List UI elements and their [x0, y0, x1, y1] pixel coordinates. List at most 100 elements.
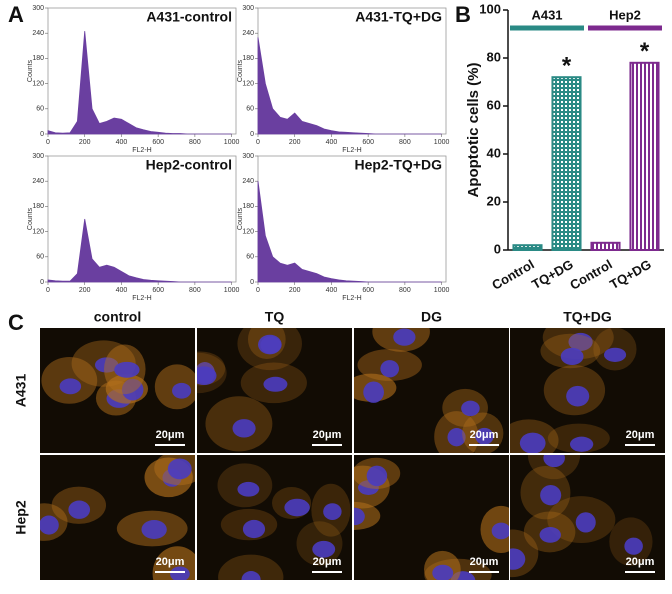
- x-tick-label: 800: [399, 139, 411, 146]
- y-tick-label: 120: [242, 228, 254, 235]
- x-axis-label: FL2-H: [342, 295, 361, 302]
- y-tick-label: 300: [242, 5, 254, 12]
- x-tick-label: 600: [152, 139, 164, 146]
- nucleus: [94, 357, 119, 373]
- x-tick-label: TQ+DG: [607, 257, 654, 293]
- x-tick-label: 200: [79, 287, 91, 294]
- nucleus: [40, 515, 59, 535]
- x-axis-label: FL2-H: [132, 295, 151, 302]
- scale-label: 20μm: [626, 429, 655, 441]
- y-axis-label: Counts: [27, 59, 34, 82]
- column-label: DG: [421, 309, 442, 325]
- scale-label: 20μm: [156, 556, 185, 568]
- nucleus: [447, 428, 466, 447]
- x-tick-label: 0: [46, 139, 50, 146]
- nucleus: [170, 566, 190, 580]
- y-tick-label: 180: [242, 203, 254, 210]
- cell-body: [218, 554, 284, 580]
- micrograph: [354, 328, 509, 453]
- y-tick-label: 0: [250, 279, 254, 286]
- x-tick-label: 600: [152, 287, 164, 294]
- y-tick-label: 60: [487, 97, 501, 112]
- histogram-title: A431-control: [146, 9, 232, 25]
- bar: [629, 61, 660, 251]
- y-tick-label: 240: [242, 30, 254, 37]
- y-tick-label: 0: [40, 131, 44, 138]
- nucleus: [566, 385, 590, 407]
- nucleus: [539, 526, 561, 543]
- histogram-area: [257, 181, 442, 283]
- nucleus: [540, 485, 562, 506]
- y-tick-label: 60: [36, 254, 44, 261]
- x-tick-label: 0: [256, 287, 260, 294]
- y-tick-label: 0: [494, 241, 501, 256]
- histogram-area: [47, 31, 232, 135]
- x-axis-label: FL2-H: [132, 147, 151, 154]
- nucleus: [380, 360, 400, 378]
- x-tick-label: 600: [362, 139, 374, 146]
- significance-mark: *: [562, 53, 572, 80]
- group-label: A431: [531, 7, 562, 22]
- y-axis-label: Counts: [237, 59, 244, 82]
- nucleus: [121, 378, 144, 401]
- scale-label: 20μm: [470, 429, 499, 441]
- y-tick-label: 180: [242, 55, 254, 62]
- nucleus: [354, 507, 365, 526]
- y-tick-label: 180: [32, 55, 44, 62]
- histogram-area: [47, 218, 232, 283]
- nucleus: [575, 512, 596, 533]
- y-tick-label: 60: [246, 106, 254, 113]
- group-label: Hep2: [609, 7, 641, 22]
- nucleus: [432, 564, 454, 580]
- histogram-area: [257, 37, 442, 135]
- nucleus: [237, 481, 260, 497]
- nucleus: [568, 332, 593, 351]
- x-tick-label: 0: [256, 139, 260, 146]
- y-tick-label: 300: [32, 153, 44, 160]
- y-tick-label: 60: [246, 254, 254, 261]
- nucleus: [510, 548, 526, 570]
- scale-label: 20μm: [313, 429, 342, 441]
- x-tick-label: 400: [326, 139, 338, 146]
- nucleus: [241, 571, 261, 580]
- nucleus: [258, 334, 282, 355]
- y-tick-label: 300: [32, 5, 44, 12]
- histogram-title: Hep2-TQ+DG: [354, 157, 442, 173]
- y-tick-label: 20: [487, 193, 501, 208]
- nucleus: [560, 347, 584, 366]
- column-label: control: [94, 309, 141, 325]
- x-axis-label: FL2-H: [342, 147, 361, 154]
- nucleus: [59, 378, 82, 395]
- x-tick-label: 800: [399, 287, 411, 294]
- x-tick-label: 800: [189, 139, 201, 146]
- y-tick-label: 300: [242, 153, 254, 160]
- nucleus: [68, 500, 91, 519]
- nucleus: [284, 498, 310, 517]
- x-tick-label: 200: [289, 139, 301, 146]
- bar: [512, 244, 543, 251]
- x-tick-label: 200: [79, 139, 91, 146]
- x-tick-label: Control: [567, 257, 615, 293]
- y-tick-label: 180: [32, 203, 44, 210]
- nucleus: [263, 376, 288, 392]
- y-axis-label: Apoptotic cells (%): [465, 62, 482, 197]
- micrograph: [197, 328, 352, 453]
- x-tick-label: 1000: [224, 139, 240, 146]
- y-tick-label: 0: [40, 279, 44, 286]
- nucleus: [197, 366, 217, 386]
- nucleus: [366, 465, 388, 487]
- bar: [551, 76, 582, 251]
- plot-frame: [47, 7, 237, 135]
- x-tick-label: TQ+DG: [529, 257, 576, 293]
- nucleus: [569, 436, 594, 452]
- x-tick-label: 200: [289, 287, 301, 294]
- nucleus: [543, 455, 565, 468]
- nucleus: [624, 537, 643, 555]
- nucleus: [167, 458, 192, 480]
- y-tick-label: 240: [32, 178, 44, 185]
- plot-frame: [257, 155, 447, 283]
- scale-label: 20μm: [470, 556, 499, 568]
- nucleus: [172, 382, 192, 399]
- scale-label: 20μm: [313, 556, 342, 568]
